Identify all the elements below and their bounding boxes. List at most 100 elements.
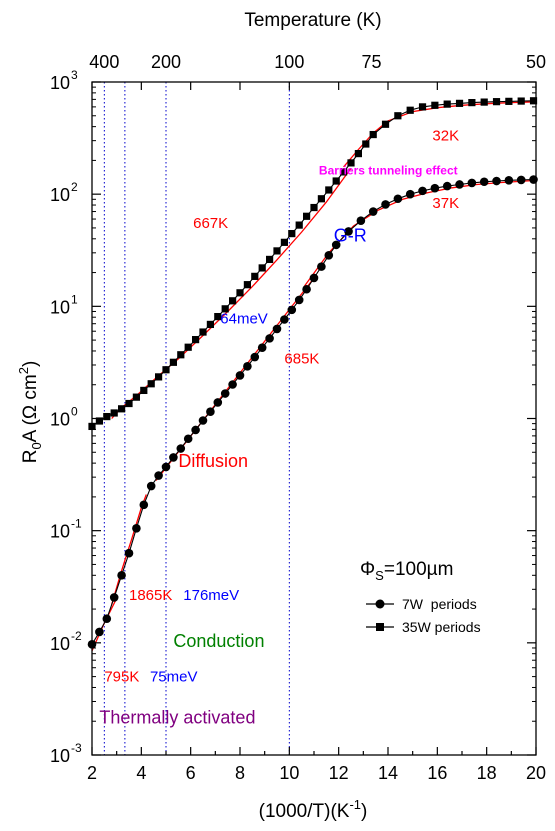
data-point-circle: [516, 175, 526, 185]
data-point-circle: [280, 315, 289, 324]
chart-annotation: 685K: [284, 350, 319, 367]
y-tick-exponent: 0: [71, 405, 78, 419]
data-point-square: [221, 305, 229, 313]
data-point-circle: [117, 571, 126, 580]
legend-circle-marker: [375, 599, 385, 609]
data-point-circle: [235, 371, 245, 380]
phi-subscript: S: [375, 568, 384, 583]
top-axis-ticks: 400 200 100 75 50: [89, 52, 546, 72]
chart-annotation: Thermally activated: [99, 708, 255, 728]
data-point-circle: [287, 305, 297, 315]
chart-annotation: 176meV: [183, 587, 239, 604]
data-point-circle: [213, 398, 223, 407]
data-point-square: [303, 212, 311, 220]
top-tick-label: 200: [151, 52, 181, 72]
data-point-square: [110, 409, 118, 417]
data-point-square: [206, 320, 214, 329]
data-point-square: [214, 312, 222, 321]
data-point-square: [340, 168, 348, 176]
data-point-square: [177, 351, 185, 359]
chart-annotation: Barriers tunneling effect: [319, 163, 458, 177]
top-tick-label: 75: [362, 52, 382, 72]
annotations: 32K Barriers tunneling effect 37K 667K G-R 64…: [99, 128, 459, 728]
data-point-circle: [109, 593, 119, 602]
chart-annotation: 1865K: [129, 587, 172, 604]
data-point-square: [492, 98, 501, 106]
data-point-square: [381, 120, 390, 128]
y-tick-exponent: 2: [71, 180, 78, 194]
data-series: [87, 97, 538, 649]
chart-annotation: Conduction: [173, 631, 264, 651]
phi-symbol: Φ: [360, 559, 375, 580]
x-label-main: (1000/T)(K: [259, 801, 350, 822]
data-point-square: [288, 230, 296, 238]
x-axis-ticks: 2 4 6 8 10 12 14 16 18 20: [87, 82, 546, 783]
chart-annotation: 795K: [104, 669, 139, 686]
y-label-superscript: 2: [16, 367, 31, 374]
data-point-square: [517, 97, 525, 105]
data-point-square: [455, 99, 464, 107]
x-tick-label: 12: [329, 763, 349, 783]
data-point-circle: [146, 481, 156, 491]
data-point-square: [118, 405, 126, 413]
data-point-square: [480, 98, 488, 106]
y-tick-exponent: -1: [71, 517, 82, 531]
x-label-superscript: -1: [349, 797, 361, 812]
top-tick-label: 400: [89, 52, 119, 72]
data-point-square: [229, 297, 237, 305]
data-point-circle: [302, 284, 311, 294]
y-tick-exponent: -3: [71, 741, 82, 755]
chart-annotation: G-R: [334, 225, 367, 245]
data-point-square: [199, 328, 207, 336]
data-point-circle: [228, 380, 237, 389]
data-point-circle: [331, 240, 341, 250]
data-point-circle: [492, 176, 501, 186]
top-tick-label: 50: [526, 52, 546, 72]
svg-text:R0A (Ω cm2): R0A (Ω cm2): [16, 361, 44, 464]
data-point-square: [347, 159, 355, 167]
top-axis-label: Temperature (K): [244, 10, 381, 31]
phi-label: ΦS=100µm: [360, 559, 453, 583]
y-tick-label: 10: [50, 185, 70, 205]
data-point-square: [317, 195, 325, 203]
legend-item-7w: 7W periods: [366, 596, 477, 612]
x-tick-label: 16: [427, 763, 447, 783]
data-point-square: [325, 186, 333, 194]
data-point-circle: [317, 262, 326, 271]
y-label-rest: A (Ω cm: [20, 374, 41, 442]
data-point-circle: [467, 178, 477, 188]
data-point-square: [243, 281, 251, 289]
y-label-end: ): [20, 361, 41, 367]
data-point-circle: [169, 453, 178, 462]
data-point-square: [529, 97, 538, 105]
data-point-square: [354, 149, 362, 158]
data-point-circle: [442, 181, 452, 191]
y-tick-label: 10: [50, 522, 70, 542]
data-point-circle: [272, 324, 282, 334]
data-point-square: [125, 399, 133, 408]
data-point-square: [169, 358, 177, 366]
y-tick-exponent: 1: [71, 292, 78, 306]
y-tick-label: 10: [50, 746, 70, 766]
data-point-circle: [132, 523, 141, 533]
svg-text:(1000/T)(K-1): (1000/T)(K-1): [259, 797, 368, 822]
data-point-square: [103, 412, 111, 421]
chart-annotation: 32K: [432, 128, 459, 145]
x-tick-label: 2: [87, 763, 97, 783]
y-tick-label: 10: [50, 410, 70, 430]
chart-annotation: 667K: [193, 215, 228, 232]
chart-annotation: 64meV: [220, 311, 268, 328]
top-tick-label: 100: [274, 52, 304, 72]
data-point-square: [443, 100, 451, 108]
data-point-circle: [344, 227, 353, 236]
data-point-circle: [250, 352, 260, 362]
data-point-circle: [220, 389, 230, 398]
data-point-square: [258, 264, 266, 272]
x-tick-label: 6: [186, 763, 196, 783]
data-point-square: [266, 255, 274, 264]
legend-square-marker: [376, 623, 384, 631]
data-point-circle: [393, 194, 403, 204]
data-point-circle: [418, 186, 427, 196]
